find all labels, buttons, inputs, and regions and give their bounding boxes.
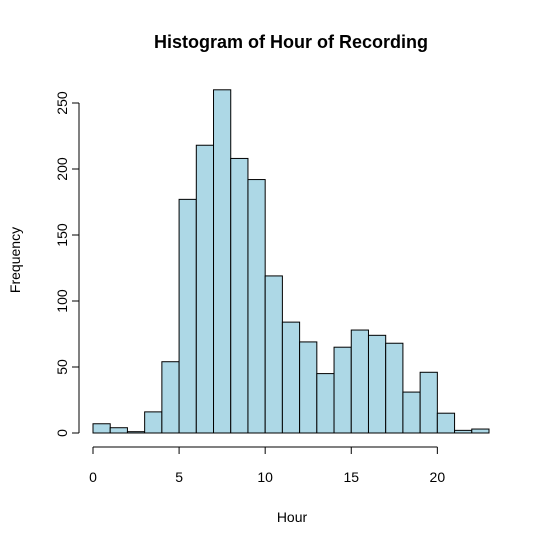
- histogram-bar: [109, 427, 128, 434]
- y-axis: 0 50 100 150 200 250: [54, 91, 80, 437]
- histogram-bar: [144, 411, 163, 434]
- histogram-bar: [126, 431, 146, 434]
- bars-group: [92, 89, 490, 434]
- histogram-bar: [333, 346, 352, 434]
- histogram-bar: [195, 144, 215, 434]
- y-tick-label: 100: [54, 289, 70, 313]
- histogram-bar: [213, 89, 232, 434]
- x-axis: 0 5 10 15 20: [89, 446, 446, 485]
- histogram-bar: [161, 361, 180, 434]
- y-tick-label: 250: [54, 91, 70, 115]
- histogram-bar: [299, 341, 318, 434]
- histogram-bar: [402, 391, 421, 434]
- x-tick-label: 15: [343, 469, 359, 485]
- histogram-bar: [385, 342, 404, 434]
- histogram-bar: [178, 198, 197, 434]
- histogram-bar: [92, 423, 111, 434]
- y-axis-label: Frequency: [7, 227, 23, 293]
- chart-title: Histogram of Hour of Recording: [154, 32, 428, 52]
- histogram-bar: [454, 429, 473, 434]
- histogram-bar: [471, 428, 490, 434]
- histogram-bar: [230, 157, 249, 434]
- x-tick-label: 20: [430, 469, 446, 485]
- y-tick-label: 0: [54, 429, 70, 437]
- x-tick-label: 0: [89, 469, 97, 485]
- x-axis-label: Hour: [277, 509, 308, 525]
- x-tick-label: 10: [257, 469, 273, 485]
- y-tick-label: 150: [54, 223, 70, 247]
- histogram-bar: [367, 334, 387, 434]
- y-tick-label: 200: [54, 157, 70, 181]
- histogram-bar: [436, 412, 456, 434]
- y-tick-label: 50: [54, 359, 70, 375]
- histogram-bar: [247, 179, 266, 434]
- histogram-bar: [316, 373, 335, 434]
- histogram-bar: [419, 371, 438, 434]
- histogram-bar: [264, 275, 283, 434]
- histogram-bar: [281, 321, 301, 434]
- x-tick-label: 5: [175, 469, 183, 485]
- histogram-bar: [350, 329, 369, 434]
